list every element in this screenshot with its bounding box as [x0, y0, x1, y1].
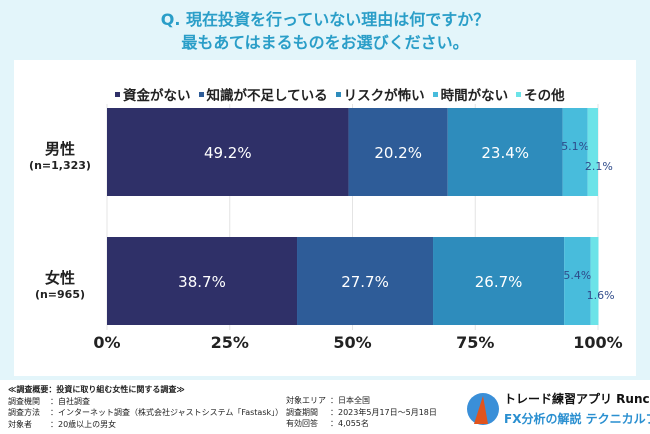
data-label: 23.4% [481, 144, 529, 162]
bar-segment [433, 237, 565, 325]
bar-segment [297, 237, 434, 325]
legend-label: 資金がない [123, 88, 191, 104]
data-label: 20.2% [374, 144, 422, 162]
bar-segment [107, 108, 349, 196]
survey-row: 調査方法 ：インターネット調査（株式会社ジャストシステム「Fastask」） [8, 407, 283, 419]
logo-line-1: トレード練習アプリ Runcha [504, 392, 650, 406]
logo-icon [467, 393, 499, 425]
label: 対象エリア [286, 396, 326, 405]
data-label: 5.4% [563, 269, 591, 282]
bar-segment [348, 108, 448, 196]
legend-label: その他 [524, 88, 565, 104]
legend-label: 時間がない [440, 88, 509, 104]
data-label: 26.7% [475, 273, 523, 291]
survey-row: 対象者 ：20歳以上の男女 [8, 419, 283, 431]
x-tick-label: 25% [211, 333, 249, 352]
page-title: Q. 現在投資を行っていない理由は何ですか？ 最もあてはまるものをお選びください… [0, 8, 650, 54]
legend-swatch [198, 92, 204, 97]
bar-segment [562, 108, 588, 196]
label: 調査期間 [286, 407, 318, 417]
data-label: 2.1% [585, 160, 613, 173]
bar-segment [447, 108, 563, 196]
survey-row: 有効回答 ：4,055名 [286, 418, 437, 430]
title-line-2: 最もあてはまるものをお選びください。 [181, 33, 469, 52]
label: 対象者 [8, 419, 32, 429]
x-tick-label: 50% [333, 333, 371, 352]
label: 調査機関 [8, 396, 40, 406]
bar-segment [107, 237, 298, 325]
chart: 0% 25% 50% 75% 100% 49.2% 20.2% 23.4% 5.1% 2.1% 38… [93, 104, 623, 352]
survey-row: 調査期間 ：2023年5月17日〜5月18日 [286, 407, 437, 419]
bar-segment [587, 108, 598, 196]
value: ：4,055名 [330, 419, 369, 428]
value: ：自社調査 [50, 396, 90, 406]
value: ：日本全国 [330, 396, 370, 405]
data-label: 5.1% [561, 140, 589, 153]
category-label: 男性 (n=1,323) [20, 138, 100, 172]
category-name: 女性 [44, 269, 75, 287]
legend-label: リスクが怖い [343, 88, 425, 104]
survey-row: 調査機関 ：自社調査 [8, 396, 283, 408]
survey-summary-2: 対象エリア ：日本全国 調査期間 ：2023年5月17日〜5月18日 有効回答 ：4,… [286, 395, 437, 430]
value: ：2023年5月17日〜5月18日 [330, 407, 437, 417]
value: ：20歳以上の男女 [50, 419, 117, 429]
legend-swatch [432, 92, 438, 97]
value: ：インターネット調査（株式会社ジャストシステム「Fastask」） [50, 408, 284, 417]
bar-segment [590, 237, 599, 325]
bar-segment [564, 237, 591, 325]
logo-line-2: FX分析の解説 テクニカルブック [504, 412, 650, 426]
survey-summary: ≪調査概要：投資に取り組む女性に関する調査≫ 調査機関 ：自社調査 調査方法 ：イン… [8, 384, 283, 430]
category-n: (n=1,323) [29, 159, 91, 172]
category-n: (n=965) [34, 288, 86, 301]
legend-swatch [115, 92, 120, 97]
x-tick-label: 100% [573, 333, 622, 352]
x-tick-label: 0% [93, 333, 120, 352]
survey-row: 対象エリア ：日本全国 [286, 395, 437, 407]
legend-swatch [516, 92, 522, 97]
data-label: 27.7% [341, 273, 389, 291]
survey-heading: ≪調査概要：投資に取り組む女性に関する調査≫ [8, 385, 185, 394]
data-label: 49.2% [204, 144, 252, 162]
legend: 資金がない 知識が不足している リスクが怖い 時間がない その他 [107, 84, 565, 104]
title-line-1: Q. 現在投資を行っていない理由は何ですか？ [160, 10, 490, 29]
data-label: 38.7% [178, 273, 226, 291]
legend-swatch [335, 92, 341, 97]
label: 調査方法 [8, 408, 40, 417]
legend-label: 知識が不足している [206, 88, 328, 104]
data-label: 1.6% [587, 289, 615, 302]
label: 有効回答 [286, 419, 318, 428]
x-tick-label: 75% [456, 333, 494, 352]
category-name: 男性 [44, 140, 75, 158]
category-label: 女性 (n=965) [20, 267, 100, 301]
